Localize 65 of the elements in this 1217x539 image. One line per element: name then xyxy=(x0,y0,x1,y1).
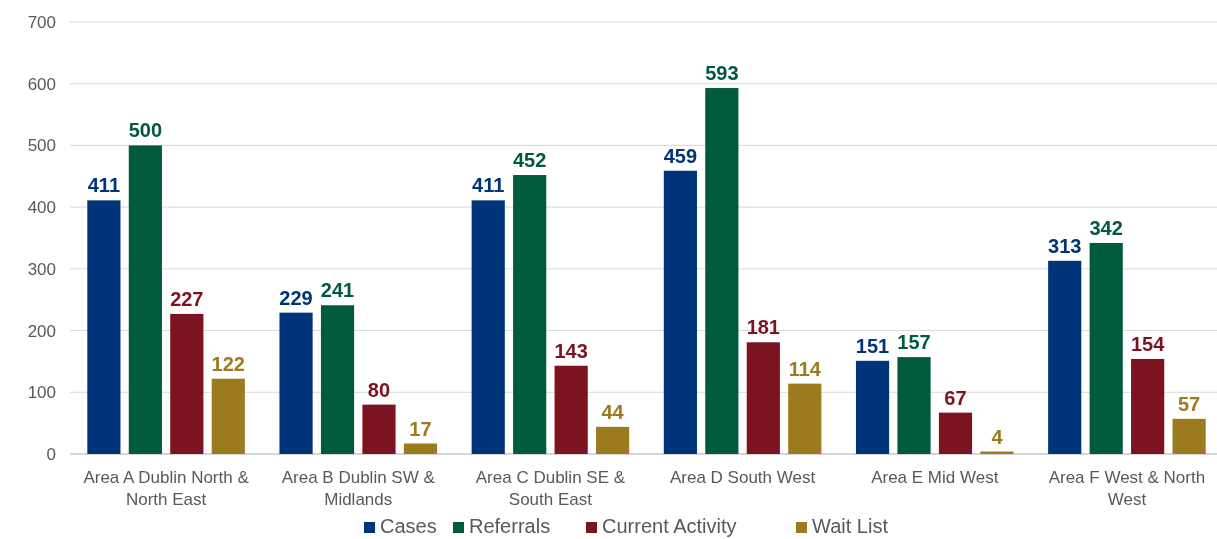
bar xyxy=(471,200,505,454)
y-tick-label: 400 xyxy=(27,198,56,218)
data-label: 227 xyxy=(170,287,204,310)
y-tick-label: 100 xyxy=(27,383,56,403)
data-label: 122 xyxy=(211,352,245,375)
x-tick-label: Area E Mid West xyxy=(871,468,999,487)
x-tick-label: Area A Dublin North & North East xyxy=(83,468,250,509)
bar xyxy=(1131,358,1165,454)
bar xyxy=(897,357,931,454)
data-label: 80 xyxy=(367,378,391,401)
y-tick-label: 300 xyxy=(27,259,56,279)
bar xyxy=(938,412,973,454)
data-label: 151 xyxy=(855,334,890,357)
y-tick-label: 500 xyxy=(27,136,56,156)
bar xyxy=(855,360,890,454)
data-label: 229 xyxy=(279,286,313,309)
bar xyxy=(1172,418,1206,454)
bar xyxy=(596,426,630,454)
y-tick-label: 600 xyxy=(27,74,56,94)
y-tick-label: 0 xyxy=(46,444,56,464)
bar xyxy=(705,88,739,454)
y-tick-label: 200 xyxy=(27,321,56,341)
data-label: 452 xyxy=(513,149,547,172)
bar xyxy=(513,175,547,454)
y-tick-label: 700 xyxy=(27,12,56,32)
data-label: 114 xyxy=(788,357,822,380)
data-label: 17 xyxy=(409,417,432,440)
bar xyxy=(746,342,780,454)
bar xyxy=(128,145,162,454)
bar xyxy=(788,383,822,454)
data-label: 593 xyxy=(705,62,739,85)
bar xyxy=(663,170,697,454)
bar xyxy=(1089,242,1123,454)
x-tick-label: Area F West & North West xyxy=(1048,468,1206,509)
x-tick-label: Area C Dublin SE & South East xyxy=(475,468,626,509)
data-label: 241 xyxy=(320,279,355,302)
legend-label: Current Activity xyxy=(602,515,737,537)
bar xyxy=(554,365,588,454)
x-tick-label: Area D South West xyxy=(669,468,816,487)
bar xyxy=(211,378,245,454)
legend-label: Wait List xyxy=(812,515,889,537)
data-label: 342 xyxy=(1089,216,1123,239)
data-label: 4 xyxy=(991,425,1004,448)
bar xyxy=(403,443,438,454)
bar xyxy=(320,305,355,454)
data-label: 459 xyxy=(663,144,698,167)
data-label: 181 xyxy=(746,316,780,339)
data-label: 57 xyxy=(1177,392,1201,415)
bar xyxy=(87,200,121,454)
legend-label: Referrals xyxy=(469,515,551,537)
data-label: 411 xyxy=(87,174,121,197)
data-label: 154 xyxy=(1130,332,1166,355)
data-label: 500 xyxy=(128,119,163,142)
bar xyxy=(170,313,204,454)
data-label: 313 xyxy=(1048,234,1082,257)
bar xyxy=(362,404,396,454)
bar xyxy=(279,312,313,454)
data-label: 143 xyxy=(554,339,588,362)
x-tick-label: Area B Dublin SW & Midlands xyxy=(281,468,436,509)
data-label: 67 xyxy=(944,386,967,409)
data-label: 157 xyxy=(897,331,931,354)
bar xyxy=(1048,260,1082,454)
data-label: 44 xyxy=(601,400,625,423)
data-label: 411 xyxy=(472,174,505,197)
legend-label: Cases xyxy=(380,515,437,537)
